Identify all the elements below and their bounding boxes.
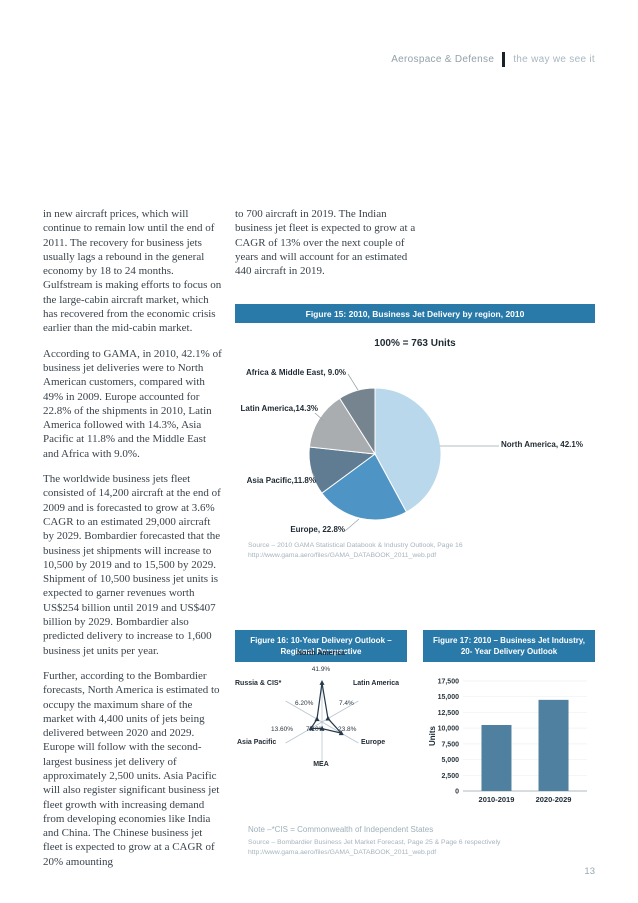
pie-slice xyxy=(374,387,442,513)
y-tick-label: 12,500 xyxy=(438,710,460,717)
pie-slice xyxy=(338,387,376,456)
y-tick-label: 2,500 xyxy=(441,773,459,780)
figure15-title-bar: Figure 15: 2010, Business Jet Delivery b… xyxy=(235,304,595,323)
figure16-title-bar: Figure 16: 10-Year Delivery Outlook – Re… xyxy=(235,630,407,662)
radar-axis-spoke xyxy=(285,721,323,744)
radar-value-north-america: 41.9% xyxy=(311,666,331,673)
radar-marker xyxy=(338,730,344,736)
radar-value-mea: 7.10% xyxy=(306,726,325,733)
radar-marker xyxy=(308,725,314,731)
pie-label-asia-pacific: Asia Pacific,11.8% xyxy=(246,476,316,485)
header-section-label: Aerospace & Defense xyxy=(391,54,495,65)
y-tick-label: 10,000 xyxy=(438,726,460,733)
pie-label-latin-america: Latin America,14.3% xyxy=(240,404,318,413)
note-cis: Note –*CIS = Commonwealth of Independent… xyxy=(248,825,434,834)
header-tagline: the way we see it xyxy=(513,54,595,65)
bar-chart-svg: 0 2,500 5,000 7,500 10,000 12,500 15,000 17,500… xyxy=(438,679,587,804)
left-column: in new aircraft prices, which will conti… xyxy=(43,207,222,880)
source-text-line: Source – 2010 GAMA Statistical Databook … xyxy=(248,542,463,549)
figure15-title: Figure 15: 2010, Business Jet Delivery b… xyxy=(305,308,525,319)
y-tick-label: 5,000 xyxy=(441,757,459,764)
pie-chart-title: 100% = 763 Units xyxy=(374,338,456,349)
radar-label-asia-pacific: Asia Pacific xyxy=(237,739,277,746)
radar-value-latin-america: 7.4% xyxy=(339,700,354,707)
pie-slice xyxy=(321,453,408,521)
y-tick-label: 15,000 xyxy=(438,694,460,701)
pie-chart-svg xyxy=(308,373,499,532)
radar-label-russia-cis: Russia & CIS* xyxy=(235,680,282,687)
radar-marker xyxy=(314,716,320,722)
figure15-pie-chart: 100% = 763 Units Africa & Middle East, 9… xyxy=(235,326,595,541)
body-paragraph: The worldwide business jets fleet consis… xyxy=(43,473,221,657)
figure15-source: Source – 2010 GAMA Statistical Databook … xyxy=(248,541,578,560)
y-tick-label: 0 xyxy=(455,789,459,796)
body-paragraph: According to GAMA, in 2010, 42.1% of bus… xyxy=(43,347,222,460)
pie-label-europe: Europe, 22.8% xyxy=(290,525,345,534)
radar-label-mea: MEA xyxy=(313,761,329,768)
y-tick-label: 7,500 xyxy=(441,741,459,748)
figure17-bar-chart: Units 0 2,500 5,000 7,500 10,000 12,500 15,000… xyxy=(423,646,595,831)
radar-label-north-america: North America xyxy=(297,650,345,657)
bottom-source: Source – Bombardier Business Jet Market … xyxy=(248,838,588,857)
figure16-title-line1: Figure 16: 10-Year Delivery Outlook – xyxy=(250,636,392,645)
radar-marker xyxy=(319,680,325,685)
radar-marker xyxy=(319,725,325,731)
radar-label-latin-america: Latin America xyxy=(353,680,400,687)
radar-chart-svg xyxy=(285,680,359,764)
bar xyxy=(538,699,569,791)
figure17-title-line1: Figure 17: 2010 – Business Jet Industry, xyxy=(433,636,585,645)
figure17-title-bar: Figure 17: 2010 – Business Jet Industry,… xyxy=(423,630,595,662)
figure17-title-line2: 20- Year Delivery Outlook xyxy=(460,647,558,656)
radar-value-asia-pacific: 13.60% xyxy=(271,726,294,733)
page-header: Aerospace & Defense the way we see it xyxy=(391,52,595,67)
radar-marker xyxy=(325,715,331,721)
body-paragraph: to 700 aircraft in 2019. The Indian busi… xyxy=(235,208,416,278)
x-tick-label: 2010-2019 xyxy=(479,795,515,804)
header-divider xyxy=(502,52,506,67)
source-text-line: Source – Bombardier Business Jet Market … xyxy=(248,839,501,846)
figure16-title-line2: Regional Perspective xyxy=(280,647,362,656)
bar xyxy=(481,725,512,791)
x-tick-label: 2020-2029 xyxy=(536,795,572,804)
right-column: to 700 aircraft in 2019. The Indian busi… xyxy=(235,207,417,289)
radar-label-europe: Europe xyxy=(361,739,386,746)
pie-slice xyxy=(308,397,376,455)
radar-value-europe: 23.8% xyxy=(338,726,357,733)
figure16-radar-chart: North America 41.9% Russia & CIS* Latin … xyxy=(235,646,407,826)
body-paragraph: Further, according to the Bombardier for… xyxy=(43,669,220,868)
y-tick-label: 17,500 xyxy=(438,679,460,686)
pie-label-north-america: North America, 42.1% xyxy=(501,440,583,449)
radar-value-russia-cis: 6.20% xyxy=(295,700,314,707)
pie-label-africa-middle-east: Africa & Middle East, 9.0% xyxy=(245,368,346,377)
pie-leader-lines xyxy=(311,373,499,532)
page-number: 13 xyxy=(584,866,595,877)
source-url: http://www.gama.aero/files/GAMA_DATABOOK… xyxy=(248,551,437,559)
source-url: http://www.gama.aero/files/GAMA_DATABOOK… xyxy=(248,848,437,856)
body-paragraph: in new aircraft prices, which will conti… xyxy=(43,208,222,335)
